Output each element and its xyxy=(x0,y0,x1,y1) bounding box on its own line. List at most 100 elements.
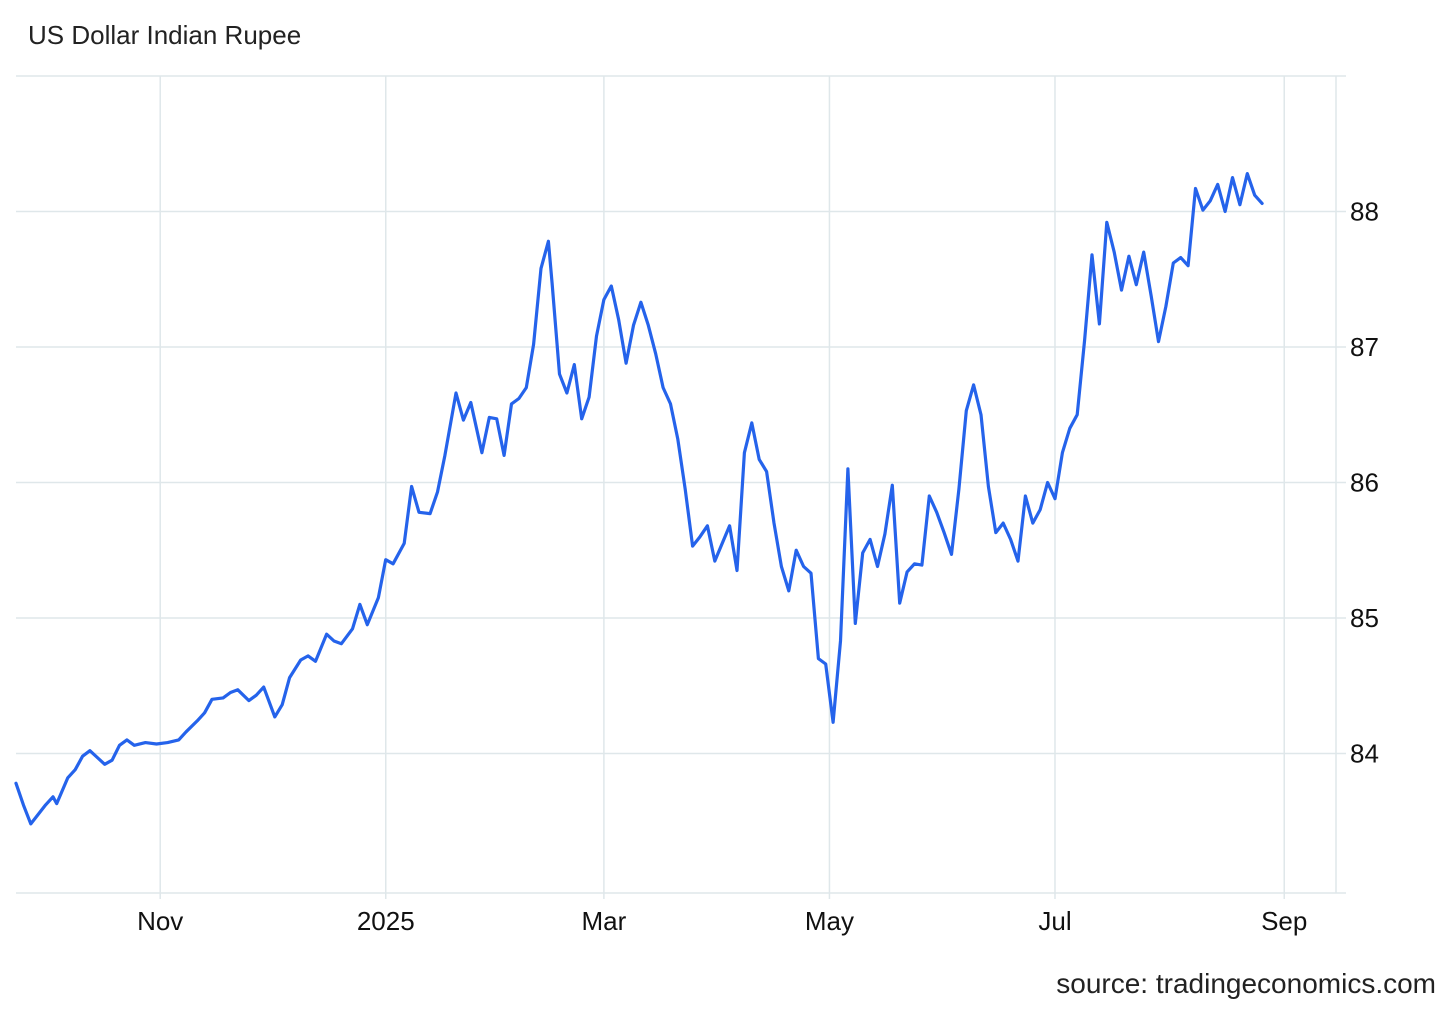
data-point xyxy=(340,642,343,645)
data-point xyxy=(595,334,598,338)
data-point xyxy=(384,558,387,561)
data-point xyxy=(876,565,879,568)
data-point xyxy=(377,596,380,599)
x-tick-labels: Nov 2025 Mar May Jul Sep xyxy=(137,906,1307,936)
data-point xyxy=(221,696,225,700)
data-point xyxy=(891,483,894,487)
data-point xyxy=(144,741,147,744)
data-point xyxy=(332,639,336,643)
data-point xyxy=(443,454,447,457)
line-chart: 84 85 86 87 88 Nov 2025 Mar May Jul Sep xyxy=(14,75,1379,936)
data-point xyxy=(861,551,864,555)
data-point xyxy=(1172,261,1175,265)
data-point xyxy=(1120,288,1123,292)
data-point xyxy=(133,744,136,747)
data-point xyxy=(743,451,746,454)
series-line xyxy=(14,172,1264,826)
data-point xyxy=(965,409,968,412)
data-point xyxy=(587,395,591,399)
data-point xyxy=(103,763,106,766)
data-point xyxy=(950,553,953,556)
data-point xyxy=(787,589,790,593)
x-tick-label: Jul xyxy=(1038,906,1071,936)
data-point xyxy=(88,749,92,752)
data-point xyxy=(1046,481,1049,484)
data-point xyxy=(846,467,850,471)
data-point xyxy=(1179,256,1182,259)
data-point xyxy=(802,565,805,568)
data-point xyxy=(721,542,724,545)
data-point xyxy=(229,691,232,694)
data-point xyxy=(632,324,635,327)
data-point xyxy=(602,298,606,301)
data-point xyxy=(573,363,576,366)
y-tick-label: 85 xyxy=(1350,603,1379,633)
data-point xyxy=(44,803,47,807)
data-point xyxy=(125,738,129,742)
data-point xyxy=(510,402,513,406)
data-point xyxy=(428,512,432,515)
data-point xyxy=(669,402,672,406)
data-point xyxy=(1186,264,1190,267)
data-point xyxy=(281,703,284,706)
data-point xyxy=(195,719,199,723)
data-point xyxy=(14,782,18,785)
data-point xyxy=(1223,210,1227,213)
data-point xyxy=(987,485,990,488)
data-point xyxy=(839,639,842,643)
data-point xyxy=(558,372,561,376)
data-point xyxy=(325,633,328,636)
data-point xyxy=(1142,250,1145,254)
data-point xyxy=(565,391,569,395)
data-point xyxy=(1068,427,1071,430)
y-tick-label: 86 xyxy=(1350,467,1379,497)
data-point xyxy=(684,488,687,491)
data-point xyxy=(1009,538,1012,541)
data-point xyxy=(436,490,439,494)
data-point xyxy=(1016,559,1020,563)
data-point xyxy=(410,485,413,488)
data-point xyxy=(255,693,258,697)
data-point xyxy=(1253,194,1256,197)
data-point xyxy=(480,451,484,454)
data-point xyxy=(358,603,362,606)
data-point xyxy=(155,742,158,746)
data-point xyxy=(299,658,302,662)
data-point xyxy=(1061,451,1064,454)
data-point xyxy=(654,352,657,355)
data-point xyxy=(1149,294,1153,297)
data-point xyxy=(1053,497,1057,500)
data-point xyxy=(1260,202,1264,205)
data-point xyxy=(1090,253,1094,257)
data-point xyxy=(1238,203,1242,206)
data-point xyxy=(1105,221,1108,224)
data-point xyxy=(22,803,25,807)
data-point xyxy=(469,401,472,404)
data-point xyxy=(942,531,946,534)
data-point xyxy=(1135,283,1138,286)
data-point xyxy=(868,538,872,541)
data-point xyxy=(794,549,798,552)
data-point xyxy=(898,601,901,605)
data-point xyxy=(262,685,265,689)
data-point xyxy=(935,511,938,514)
data-point xyxy=(1112,250,1116,254)
data-point xyxy=(1075,413,1079,416)
data-point xyxy=(96,756,99,759)
data-point xyxy=(454,391,458,395)
data-point xyxy=(617,318,620,322)
data-point xyxy=(532,343,535,346)
data-point xyxy=(110,759,114,762)
data-point xyxy=(1031,521,1035,525)
x-tick-label: Mar xyxy=(582,906,627,936)
data-point xyxy=(1209,199,1212,202)
data-point xyxy=(184,730,188,733)
data-point xyxy=(539,267,543,270)
data-point xyxy=(691,544,694,548)
data-point xyxy=(661,386,665,389)
data-point xyxy=(698,535,702,538)
data-point xyxy=(495,417,498,420)
data-point xyxy=(624,362,628,365)
data-point xyxy=(351,627,354,630)
data-point xyxy=(772,521,776,525)
